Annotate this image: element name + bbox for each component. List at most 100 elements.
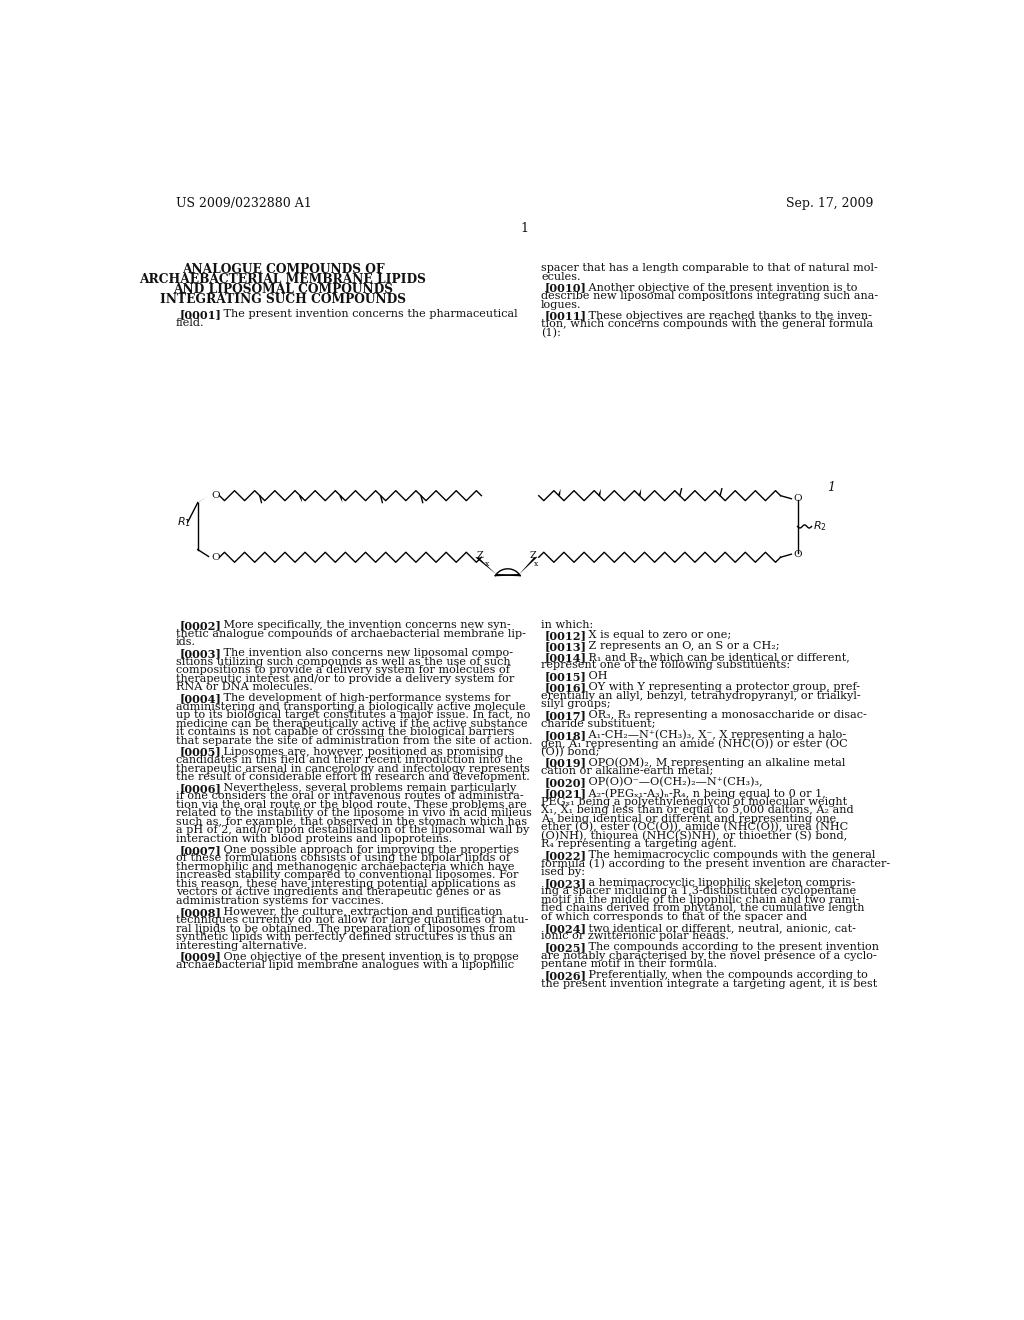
Text: (1):: (1): [541,327,561,338]
Text: tion, which concerns compounds with the general formula: tion, which concerns compounds with the … [541,319,873,329]
Text: [0003]: [0003] [179,648,221,660]
Text: [0005]: [0005] [179,747,221,758]
Text: US 2009/0232880 A1: US 2009/0232880 A1 [176,197,311,210]
Text: in which:: in which: [541,620,593,631]
Text: describe new liposomal compositions integrating such ana-: describe new liposomal compositions inte… [541,292,879,301]
Text: ecules.: ecules. [541,272,581,281]
Text: [0025]: [0025] [544,942,586,953]
Text: [0012]: [0012] [544,630,586,640]
Text: The compounds according to the present invention: The compounds according to the present i… [573,942,879,952]
Text: this reason, these have interesting potential applications as: this reason, these have interesting pote… [176,879,516,888]
Text: ids.: ids. [176,638,196,647]
Text: R₁ and R₂, which can be identical or different,: R₁ and R₂, which can be identical or dif… [573,652,849,661]
Text: silyl groups;: silyl groups; [541,700,610,709]
Text: pentane motif in their formula.: pentane motif in their formula. [541,960,717,969]
Text: up to its biological target constitutes a major issue. In fact, no: up to its biological target constitutes … [176,710,530,721]
Text: $R_1$: $R_1$ [177,515,190,529]
Text: field.: field. [176,318,205,327]
Text: candidates in this field and their recent introduction into the: candidates in this field and their recen… [176,755,523,766]
Text: More specifically, the invention concerns new syn-: More specifically, the invention concern… [209,620,510,631]
Text: Liposomes are, however, positioned as promising: Liposomes are, however, positioned as pr… [209,747,504,756]
Text: [0021]: [0021] [544,788,586,799]
Text: spacer that has a length comparable to that of natural mol-: spacer that has a length comparable to t… [541,263,878,273]
Text: Nevertheless, several problems remain particularly: Nevertheless, several problems remain pa… [209,783,516,793]
Text: compositions to provide a delivery system for molecules of: compositions to provide a delivery syste… [176,665,510,676]
Text: x: x [484,560,488,568]
Text: thermophilic and methanogenic archaebacteria which have: thermophilic and methanogenic archaebact… [176,862,514,871]
Text: ral lipids to be obtained. The preparation of liposomes from: ral lipids to be obtained. The preparati… [176,924,516,933]
Text: interesting alternative.: interesting alternative. [176,941,307,950]
Text: [0007]: [0007] [179,845,221,855]
Text: ARCHAEBACTERIAL MEMBRANE LIPIDS: ARCHAEBACTERIAL MEMBRANE LIPIDS [139,273,426,286]
Text: The development of high-performance systems for: The development of high-performance syst… [209,693,510,704]
Text: the result of considerable effort in research and development.: the result of considerable effort in res… [176,772,529,781]
Text: the present invention integrate a targeting agent, it is best: the present invention integrate a target… [541,978,878,989]
Text: tion via the oral route or the blood route. These problems are: tion via the oral route or the blood rou… [176,800,526,810]
Text: OPO(OM)₂, M representing an alkaline metal: OPO(OM)₂, M representing an alkaline met… [573,758,845,768]
Text: O: O [793,549,802,558]
Text: [0023]: [0023] [544,878,586,888]
Text: 1: 1 [521,222,528,235]
Text: logues.: logues. [541,300,582,310]
Text: [0008]: [0008] [179,907,221,917]
Text: therapeutic arsenal in cancerology and infectology represents: therapeutic arsenal in cancerology and i… [176,763,530,774]
Text: vectors of active ingredients and therapeutic genes or as: vectors of active ingredients and therap… [176,887,501,898]
Text: ANALOGUE COMPOUNDS OF: ANALOGUE COMPOUNDS OF [181,263,384,276]
Text: formula (1) according to the present invention are character-: formula (1) according to the present inv… [541,858,890,869]
Text: therapeutic interest and/or to provide a delivery system for: therapeutic interest and/or to provide a… [176,673,514,684]
Text: A₃ being identical or different and representing one: A₃ being identical or different and repr… [541,813,837,824]
Text: if one considers the oral or intravenous routes of administra-: if one considers the oral or intravenous… [176,792,523,801]
Text: R₄ representing a targeting agent.: R₄ representing a targeting agent. [541,840,736,849]
Text: 1: 1 [827,480,835,494]
Polygon shape [598,488,601,496]
Text: interaction with blood proteins and lipoproteins.: interaction with blood proteins and lipo… [176,834,453,843]
Text: The invention also concerns new liposomal compo-: The invention also concerns new liposoma… [209,648,513,659]
Text: synthetic lipids with perfectly defined structures is thus an: synthetic lipids with perfectly defined … [176,932,513,942]
Text: it contains is not capable of crossing the biological barriers: it contains is not capable of crossing t… [176,727,514,737]
Text: ionic or zwitterionic polar heads.: ionic or zwitterionic polar heads. [541,931,729,941]
Text: increased stability compared to conventional liposomes. For: increased stability compared to conventi… [176,870,518,880]
Text: two identical or different, neutral, anionic, cat-: two identical or different, neutral, ani… [573,923,855,933]
Text: O: O [211,553,219,562]
Text: [0020]: [0020] [544,777,586,788]
Text: such as, for example, that observed in the stomach which has: such as, for example, that observed in t… [176,817,527,826]
Text: One objective of the present invention is to propose: One objective of the present invention i… [209,952,518,961]
Text: motif in the middle of the lipophilic chain and two rami-: motif in the middle of the lipophilic ch… [541,895,859,904]
Text: The present invention concerns the pharmaceutical: The present invention concerns the pharm… [209,309,517,319]
Text: O: O [211,491,219,500]
Polygon shape [638,488,641,496]
Text: (O)NH), thiourea (NHC(S)NH), or thioether (S) bond,: (O)NH), thiourea (NHC(S)NH), or thioethe… [541,830,847,841]
Text: ether (O), ester (OC(O)), amide (NHC(O)), urea (NHC: ether (O), ester (OC(O)), amide (NHC(O))… [541,822,848,833]
Text: gen, A₁ representing an amide (NHC(O)) or ester (OC: gen, A₁ representing an amide (NHC(O)) o… [541,738,848,748]
Text: [0015]: [0015] [544,671,586,682]
Text: PEGₓ₁ being a polyethyleneglycol of molecular weight: PEGₓ₁ being a polyethyleneglycol of mole… [541,796,847,807]
Text: [0010]: [0010] [544,282,586,293]
Text: [0026]: [0026] [544,970,586,981]
Text: [0011]: [0011] [544,310,586,322]
Text: thetic analogue compounds of archaebacterial membrane lip-: thetic analogue compounds of archaebacte… [176,628,526,639]
Text: A₂-(PEGₓ₁-A₃)ₙ-R₄, n being equal to 0 or 1,: A₂-(PEGₓ₁-A₃)ₙ-R₄, n being equal to 0 or… [573,788,825,799]
Text: techniques currently do not allow for large quantities of natu-: techniques currently do not allow for la… [176,915,528,925]
Text: X is equal to zero or one;: X is equal to zero or one; [573,630,731,640]
Text: [0004]: [0004] [179,693,221,705]
Text: that separate the site of administration from the site of action.: that separate the site of administration… [176,735,532,746]
Text: Sep. 17, 2009: Sep. 17, 2009 [786,197,873,210]
Text: One possible approach for improving the properties: One possible approach for improving the … [209,845,519,855]
Polygon shape [299,496,302,503]
Text: O: O [793,494,802,503]
Text: charide substituent;: charide substituent; [541,718,655,729]
Text: [0017]: [0017] [544,710,586,721]
Text: OH: OH [573,671,607,681]
Text: $R_2$: $R_2$ [813,520,827,533]
Text: x: x [535,560,539,568]
Text: [0024]: [0024] [544,923,586,933]
Text: Z: Z [529,552,537,560]
Text: OP(O)O⁻—O(CH₂)₂—N⁺(CH₃)₃,: OP(O)O⁻—O(CH₂)₂—N⁺(CH₃)₃, [573,777,762,788]
Text: a hemimacrocyclic lipophilic skeleton compris-: a hemimacrocyclic lipophilic skeleton co… [573,878,855,888]
Text: of which corresponds to that of the spacer and: of which corresponds to that of the spac… [541,912,807,921]
Text: [0009]: [0009] [179,952,221,962]
Text: X₁, X₁ being less than or equal to 5,000 daltons, A₂ and: X₁, X₁ being less than or equal to 5,000… [541,805,854,814]
Polygon shape [558,488,561,496]
Text: Z: Z [476,552,483,560]
Text: Preferentially, when the compounds according to: Preferentially, when the compounds accor… [573,970,867,981]
